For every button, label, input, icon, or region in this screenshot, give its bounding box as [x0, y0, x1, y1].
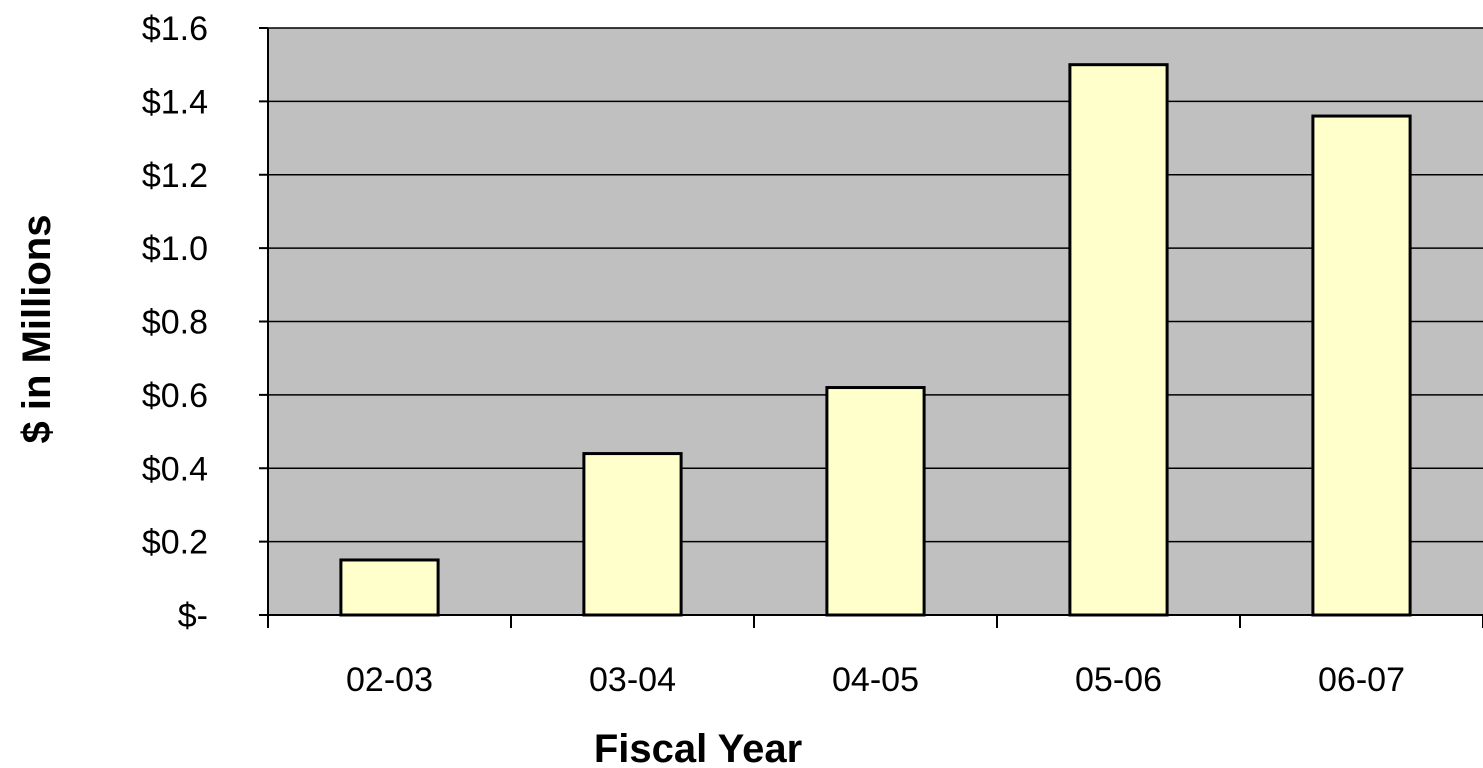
y-tick-label: $0.8 [142, 304, 208, 342]
y-tick-label: $1.0 [142, 230, 208, 268]
y-tick-label: $0.4 [142, 450, 208, 488]
y-tick-label: $1.4 [142, 83, 208, 121]
y-axis-title: $ in Millions [15, 215, 59, 444]
bar-02-03 [339, 558, 440, 617]
y-tick-label: $- [178, 597, 208, 635]
x-axis-ticks: 02-03 03-04 04-05 05-06 06-07 [267, 615, 1483, 699]
y-axis-ticks: $- $0.2 $0.4 $0.6 $0.8 $1.0 $1.2 $1.4 $1.6 [142, 10, 268, 635]
bar-03-04 [582, 452, 683, 617]
x-tick-label: 04-05 [832, 661, 919, 699]
y-tick-label: $1.6 [142, 10, 208, 48]
bars [339, 63, 1412, 617]
bar-04-05 [825, 386, 926, 617]
bar-06-07 [1311, 114, 1412, 617]
y-tick-label: $0.6 [142, 377, 208, 415]
y-tick-label: $0.2 [142, 524, 208, 562]
x-tick-label: 05-06 [1075, 661, 1162, 699]
x-axis-title: Fiscal Year [594, 727, 802, 768]
x-tick-label: 02-03 [346, 661, 433, 699]
bar-05-06 [1068, 63, 1169, 617]
y-tick-label: $1.2 [142, 157, 208, 195]
x-tick-label: 06-07 [1318, 661, 1405, 699]
x-tick-label: 03-04 [589, 661, 676, 699]
